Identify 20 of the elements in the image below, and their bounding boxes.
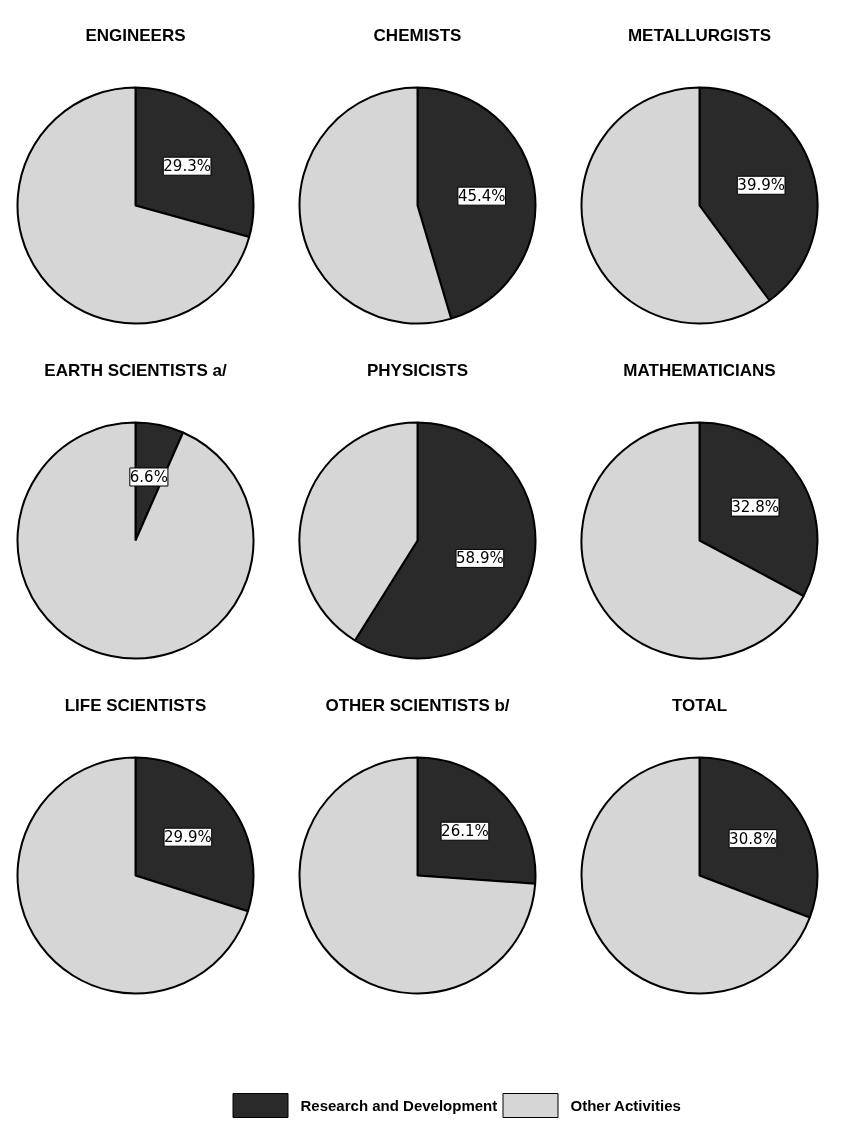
data-label: 6.6% bbox=[129, 467, 168, 486]
chart-title: EARTH SCIENTISTS a/ bbox=[44, 361, 227, 380]
chart-title: OTHER SCIENTISTS b/ bbox=[325, 696, 510, 715]
data-label: 32.8% bbox=[731, 498, 779, 517]
chart-title: CHEMISTS bbox=[373, 26, 462, 45]
data-label: 58.9% bbox=[456, 549, 504, 568]
data-label: 26.1% bbox=[441, 822, 489, 841]
data-label: 39.9% bbox=[737, 176, 785, 195]
chart-title: TOTAL bbox=[671, 696, 728, 715]
chart-title: METALLURGISTS bbox=[627, 26, 772, 45]
data-label: 29.9% bbox=[164, 828, 212, 847]
data-label: 29.3% bbox=[163, 157, 211, 176]
data-label: 45.4% bbox=[457, 187, 506, 206]
chart-title: MATHEMATICIANS bbox=[623, 361, 776, 380]
chart-title: LIFE SCIENTISTS bbox=[64, 696, 207, 715]
legend-label: Other Activities bbox=[570, 1097, 681, 1114]
data-label: 30.8% bbox=[729, 829, 777, 848]
chart-title: ENGINEERS bbox=[85, 26, 186, 45]
chart-title: PHYSICISTS bbox=[366, 361, 469, 380]
legend-label: Research and Development bbox=[300, 1097, 498, 1114]
